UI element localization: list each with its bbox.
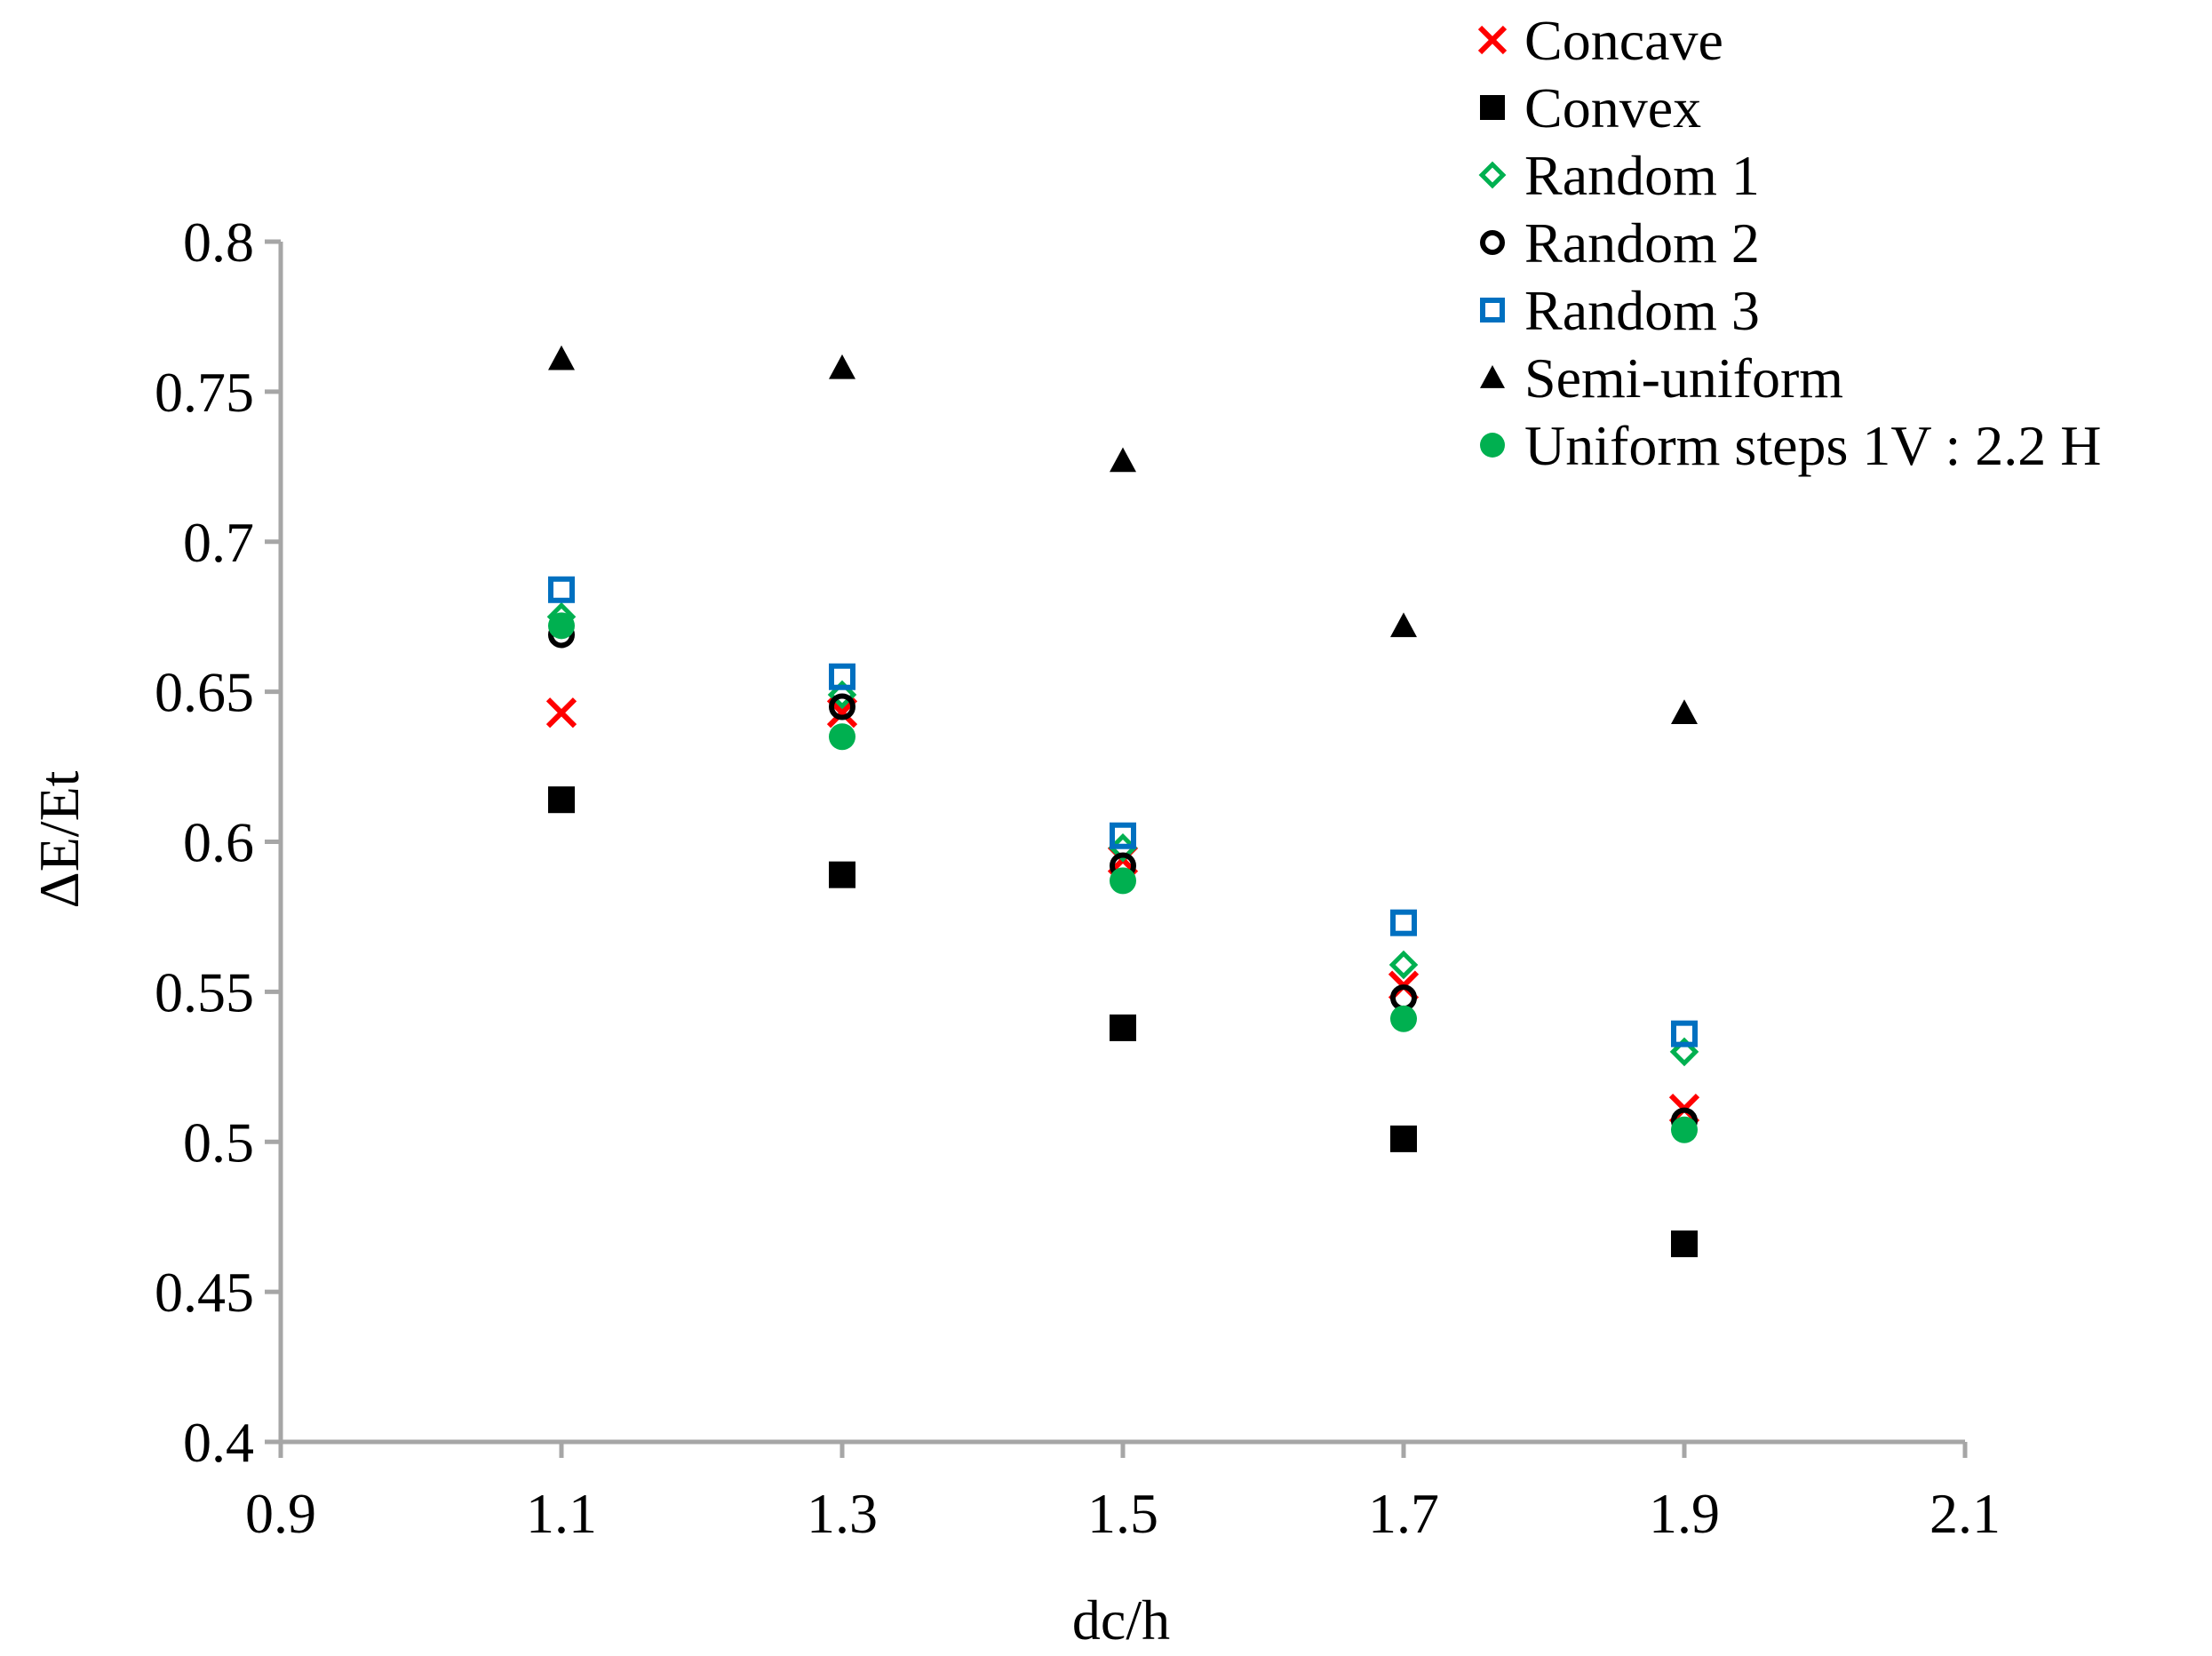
data-point [1390,1125,1417,1152]
y-axis-title: ΔE/Et [28,770,91,908]
data-point [548,612,575,640]
legend-label: Random 1 [1524,144,1760,207]
data-point [548,576,575,603]
x-axis-title: dc/h [1072,1588,1170,1652]
data-point [1390,1005,1417,1032]
data-point [829,693,855,721]
legend-marker [1480,365,1505,388]
data-marks [545,345,1700,1258]
data-point [1671,699,1698,725]
y-tick-label: 0.65 [155,661,254,724]
y-tick-label: 0.6 [183,811,254,874]
series-random-3 [548,576,1698,1047]
x-tick-label: 1.3 [807,1482,878,1545]
series-uniform-steps-1v-2-2-h [548,612,1698,1143]
y-tick-label: 0.4 [183,1411,254,1474]
ticks: 0.4 0.45 0.5 0.55 0.6 0.65 0.7 0.75 0.8 0.9 1.1 1.3… [155,211,2001,1545]
y-tick-label: 0.75 [155,361,254,424]
x-tick-label: 1.7 [1368,1482,1439,1545]
y-tick-label: 0.8 [183,211,254,274]
legend-marker [1480,230,1505,255]
y-tick-label: 0.7 [183,511,254,574]
data-point [829,354,855,379]
series-convex [548,786,1698,1258]
legend-marker [1480,95,1505,120]
x-tick-label: 1.9 [1649,1482,1720,1545]
data-point [1671,1020,1698,1047]
legend-label: Convex [1524,76,1701,139]
legend-item: Random 1 [1478,144,1760,207]
series-concave [545,697,1700,1125]
y-tick-label: 0.55 [155,960,254,1023]
data-point [829,861,855,888]
series-random-1 [546,601,1699,1067]
data-point [1390,612,1417,638]
data-point [829,723,855,751]
data-point [1390,984,1417,1012]
x-tick-label: 1.5 [1087,1482,1158,1545]
legend-marker [1480,298,1505,322]
data-point [1110,822,1136,849]
legend-item: Uniform steps 1V : 2.2 H [1480,414,2101,477]
x-tick-label: 2.1 [1930,1482,2001,1545]
legend-item: Concave [1477,9,1723,72]
series-semi-uniform [548,345,1698,725]
data-point-stroke-b [545,697,577,728]
data-point [545,697,577,728]
y-tick-label: 0.45 [155,1261,254,1324]
data-point [548,345,575,370]
data-point [1671,1116,1698,1143]
legend-item: Semi-uniform [1480,346,1843,410]
data-point [1390,909,1417,936]
legend-label: Random 3 [1524,279,1760,342]
legend-item: Convex [1480,76,1701,139]
data-point [829,663,855,690]
data-point [1110,1014,1136,1041]
legend-label: Concave [1524,9,1723,72]
legend-marker [1480,433,1505,458]
y-tick-label: 0.5 [183,1111,254,1174]
data-point [827,680,857,710]
legend-label: Random 2 [1524,211,1760,275]
x-tick-label: 0.9 [245,1482,316,1545]
data-point [1388,950,1419,980]
legend-item: Random 3 [1480,279,1760,342]
legend-label: Semi-uniform [1524,346,1843,410]
legend-marker [1478,161,1507,189]
legend-item: Random 2 [1480,211,1760,275]
x-tick-label: 1.1 [526,1482,597,1545]
data-point [1110,447,1136,473]
data-point [1671,1230,1698,1258]
legend-label: Uniform steps 1V : 2.2 H [1524,414,2101,477]
data-point [1669,1037,1699,1067]
legend-marker-stroke-b [1477,25,1508,55]
data-point [1110,867,1136,895]
legend-marker [1477,25,1508,55]
data-point [548,786,575,814]
